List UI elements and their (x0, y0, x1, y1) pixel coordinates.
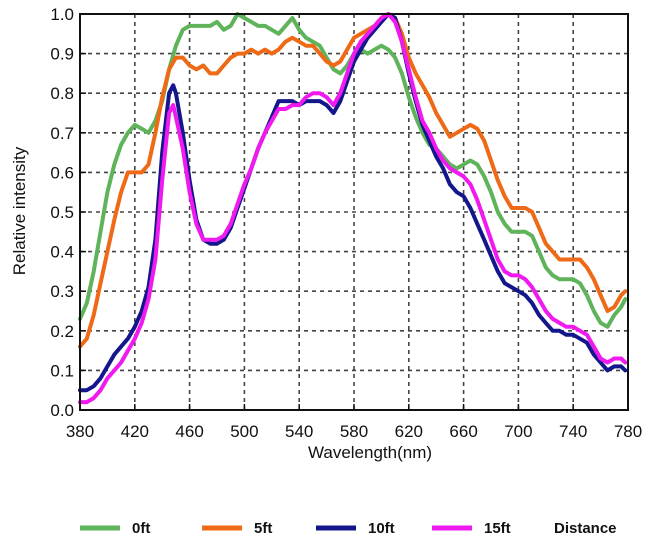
x-tick-label: 700 (504, 422, 532, 441)
y-tick-label: 0.3 (50, 282, 74, 301)
legend: 0ft 5ft 10ft 15ft Distance (80, 520, 617, 537)
x-tick-label: 780 (614, 422, 642, 441)
x-tick-label: 620 (395, 422, 423, 441)
x-tick-label: 500 (230, 422, 258, 441)
legend-label-15ft: 15ft (484, 520, 511, 537)
legend-label-10ft: 10ft (368, 520, 395, 537)
legend-title: Distance (554, 520, 617, 537)
y-tick-label: 0.9 (50, 45, 74, 64)
series-line-15ft (78, 12, 628, 405)
y-tick-label: 0.2 (50, 322, 74, 341)
x-tick-label: 540 (285, 422, 313, 441)
y-tick-label: 0.5 (50, 203, 74, 222)
grid (80, 14, 628, 410)
x-tick-label: 660 (449, 422, 477, 441)
legend-label-5ft: 5ft (254, 520, 272, 537)
y-tick-label: 0.1 (50, 361, 74, 380)
y-tick-label: 0.7 (50, 124, 74, 143)
y-tick-label: 0.6 (50, 163, 74, 182)
y-tick-label: 0.0 (50, 401, 74, 420)
y-tick-label: 0.8 (50, 84, 74, 103)
x-tick-label: 740 (559, 422, 587, 441)
x-axis-ticks: 380 420 460 500 540 580 620 660 700 740 780 (66, 404, 642, 441)
x-tick-label: 460 (175, 422, 203, 441)
y-tick-label: 0.4 (50, 243, 74, 262)
series-line-5ft (78, 12, 628, 349)
legend-label-0ft: 0ft (132, 520, 150, 537)
series-lines (78, 12, 628, 405)
series-line-10ft (78, 12, 628, 393)
y-axis-label: Relative intensity (10, 146, 29, 275)
x-tick-label: 420 (121, 422, 149, 441)
x-axis-label: Wavelength(nm) (308, 443, 432, 462)
y-tick-label: 1.0 (50, 5, 74, 24)
y-axis-ticks: 0.0 0.1 0.2 0.3 0.4 0.5 0.6 0.7 0.8 0.9 1.0 (50, 5, 86, 420)
x-tick-label: 580 (340, 422, 368, 441)
x-tick-label: 380 (66, 422, 94, 441)
